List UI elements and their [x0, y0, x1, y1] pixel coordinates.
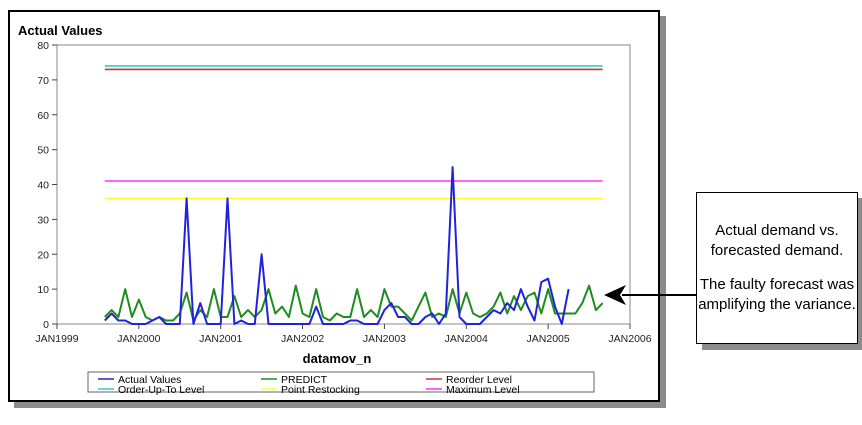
plot-frame [56, 44, 631, 325]
plot-area: 0 10 20 30 40 50 60 70 80 JAN1999 JAN2000 JAN2001 JA… [35, 40, 651, 345]
legend-label-order-up-to-level: Order-Up-To Level [118, 384, 204, 396]
series-line-actual-values [104, 166, 570, 325]
x-tick-label: JAN2004 [445, 333, 488, 345]
y-tick-label: 20 [37, 249, 49, 261]
x-tick-label: JAN1999 [35, 333, 78, 345]
chart-panel: Actual Values 0 10 20 30 40 50 60 70 80 JAN1999 JA… [8, 10, 660, 402]
x-tick-label: JAN2001 [199, 333, 242, 345]
x-tick-label: JAN2000 [117, 333, 160, 345]
series-line-predict [104, 284, 604, 322]
legend-box [87, 371, 595, 393]
y-tick-label: 60 [37, 110, 49, 122]
legend-label-predict: PREDICT [281, 374, 328, 386]
chart-title: Actual Values [18, 23, 103, 38]
y-tick-label: 10 [37, 284, 49, 296]
x-tick-label: JAN2006 [608, 333, 651, 345]
legend: Actual Values PREDICT Reorder Level Order-U… [87, 371, 595, 396]
legend-label-actual-values: Actual Values [118, 374, 181, 386]
y-tick-label: 50 [37, 145, 49, 157]
x-tick-label: JAN2002 [281, 333, 324, 345]
y-tick-label: 0 [43, 319, 49, 331]
y-tick-label: 70 [37, 75, 49, 87]
legend-label-reorder-level: Reorder Level [446, 374, 512, 386]
y-tick-label: 80 [37, 40, 49, 52]
annotation-box: Actual demand vs. forecasted demand. The… [696, 192, 858, 344]
x-axis-title: datamov_n [303, 351, 372, 366]
annotation-text-2: The faulty forecast was amplifying the v… [698, 276, 856, 313]
x-tick-label: JAN2003 [363, 333, 406, 345]
legend-label-maximum-level: Maximum Level [446, 384, 520, 396]
legend-label-point-restocking: Point Restocking [281, 384, 360, 396]
y-tick-label: 30 [37, 214, 49, 226]
chart-svg: Actual Values 0 10 20 30 40 50 60 70 80 JAN1999 JA… [18, 23, 652, 396]
x-tick-label: JAN2005 [527, 333, 570, 345]
annotation-text-1: Actual demand vs. forecasted demand. [710, 222, 844, 259]
y-tick-label: 40 [37, 180, 49, 192]
